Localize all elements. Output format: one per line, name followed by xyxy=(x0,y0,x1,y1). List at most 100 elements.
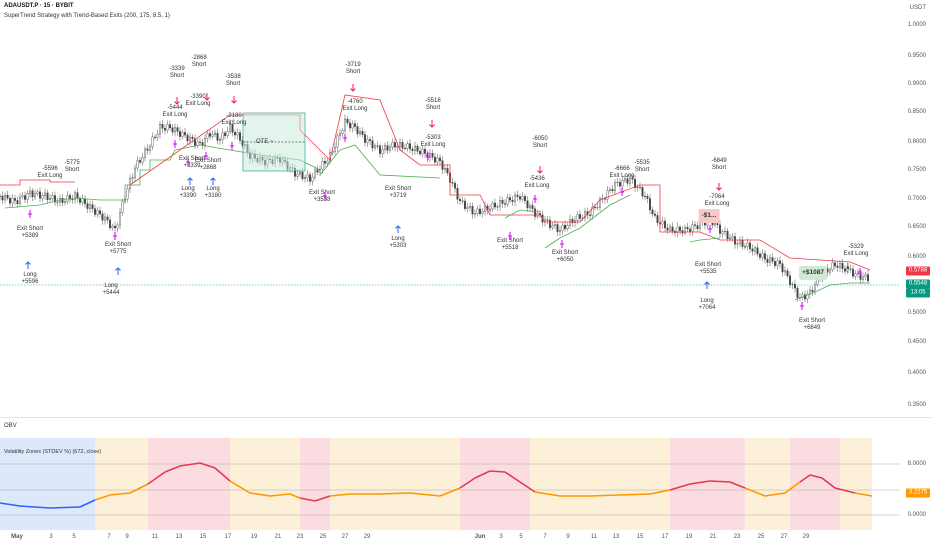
strategy-title[interactable]: SuperTrend Strategy with Trend-Based Exi… xyxy=(4,13,170,19)
trade-label: Exit Short +3719 xyxy=(384,186,412,199)
short-arrow-icon xyxy=(350,84,356,92)
trade-label: -5535 Short xyxy=(634,160,650,173)
time-tick: 29 xyxy=(802,534,810,540)
time-tick: 25 xyxy=(757,534,765,540)
exit-marker-icon xyxy=(426,152,430,160)
time-tick: 17 xyxy=(661,534,669,540)
price-tick: 0.9000 xyxy=(907,81,926,87)
symbol-title[interactable]: ADAUSDT.P · 15 · BYBIT xyxy=(4,3,74,9)
trade-label: Long +5444 xyxy=(102,283,120,296)
short-arrow-icon xyxy=(537,166,543,174)
time-tick: 9 xyxy=(566,534,570,540)
long-arrow-icon xyxy=(704,281,710,289)
time-tick: May xyxy=(11,534,23,540)
price-tick: 0.6500 xyxy=(907,224,926,230)
exit-marker-icon xyxy=(343,134,347,142)
time-tick: 13 xyxy=(175,534,183,540)
trade-label: Long +7064 xyxy=(698,298,716,311)
time-tick: 15 xyxy=(636,534,644,540)
time-tick: 15 xyxy=(199,534,207,540)
trade-label: -2868 Short xyxy=(191,55,207,68)
exit-marker-icon xyxy=(230,142,234,150)
time-tick: 7 xyxy=(543,534,547,540)
time-tick: 23 xyxy=(733,534,741,540)
exit-marker-icon xyxy=(113,232,117,240)
trade-label: -5329 Exit Long xyxy=(843,244,869,257)
trade-label: -6849 Short xyxy=(711,158,727,171)
exit-marker-icon xyxy=(560,240,564,248)
trade-label: -3390 Exit Long xyxy=(185,94,211,107)
trade-label: -6666 Exit Long xyxy=(609,166,635,179)
price-tick: 0.3500 xyxy=(907,402,926,408)
price-tag-green: 0.5548 xyxy=(906,279,930,289)
trade-label: -5436 Exit Long xyxy=(524,176,550,189)
trade-label: Exit Short +5535 xyxy=(694,262,722,275)
price-tick: 1.0000 xyxy=(907,22,926,28)
trade-label: -3339 Short xyxy=(169,66,185,79)
time-tick: 25 xyxy=(319,534,327,540)
time-tick: 5 xyxy=(72,534,76,540)
profit-badge: +$1087 xyxy=(799,266,827,280)
indicator-value-tag: 3.2275 xyxy=(906,488,930,498)
exit-marker-icon xyxy=(858,268,862,276)
trade-label: Long +3180 xyxy=(204,186,222,199)
obv-label[interactable]: OBV xyxy=(4,423,17,429)
trade-label: Long +5596 xyxy=(21,272,39,285)
price-tick: 0.9500 xyxy=(907,53,926,59)
trade-label: -3538 Short xyxy=(225,74,241,87)
price-tick: 0.8000 xyxy=(907,139,926,145)
loss-badge: -$1... xyxy=(698,209,720,223)
trade-label: -5303 Exit Long xyxy=(420,135,446,148)
exit-marker-icon xyxy=(620,188,624,196)
pane-divider[interactable] xyxy=(0,417,932,418)
trade-label: Exit Short +5389 xyxy=(16,226,44,239)
exit-marker-icon xyxy=(186,158,190,166)
long-arrow-icon xyxy=(25,261,31,269)
exit-marker-icon xyxy=(708,225,712,233)
time-tick: 17 xyxy=(224,534,232,540)
currency-label: USDT xyxy=(909,5,926,11)
long-arrow-icon xyxy=(210,177,216,185)
price-chart[interactable] xyxy=(0,0,900,420)
trade-label: -3180 Exit Long xyxy=(221,113,247,126)
time-tick: 11 xyxy=(590,534,598,540)
exit-marker-icon xyxy=(204,152,208,160)
volatility-chart[interactable] xyxy=(0,438,900,530)
time-tick: 3 xyxy=(49,534,53,540)
trade-label: -7064 Exit Long xyxy=(704,194,730,207)
trade-label: -4760 Exit Long xyxy=(342,99,368,112)
short-arrow-icon xyxy=(429,120,435,128)
trade-label: Exit Short +3538 xyxy=(308,190,336,203)
exit-marker-icon xyxy=(173,140,177,148)
short-arrow-icon xyxy=(174,97,180,105)
long-arrow-icon xyxy=(115,267,121,275)
trade-label: Exit Short +2868 xyxy=(194,158,222,171)
trade-label: -3719 Short xyxy=(345,62,361,75)
exit-marker-icon xyxy=(800,302,804,310)
exit-marker-icon xyxy=(28,210,32,218)
indicator-tick-low: 0.0000 xyxy=(907,512,926,518)
time-tick: 19 xyxy=(685,534,693,540)
indicator-tick-high: 8.0000 xyxy=(907,461,926,467)
trade-label: -5518 Short xyxy=(425,98,441,111)
time-tick: 27 xyxy=(341,534,349,540)
exit-marker-icon xyxy=(533,195,537,203)
long-arrow-icon xyxy=(187,177,193,185)
time-tick: 7 xyxy=(107,534,111,540)
volatility-label[interactable]: Volatility Zones (STDEV %) (672, close) xyxy=(4,449,102,455)
time-tick: 21 xyxy=(274,534,282,540)
price-tag-red: 0.5788 xyxy=(906,266,930,276)
trade-label: -5775 Short xyxy=(64,160,80,173)
trade-label: Exit Short +5518 xyxy=(496,238,524,251)
time-tick: 19 xyxy=(250,534,258,540)
time-tick: 23 xyxy=(296,534,304,540)
short-arrow-icon xyxy=(231,96,237,104)
time-tick: 9 xyxy=(125,534,129,540)
short-arrow-icon xyxy=(204,93,210,101)
trade-label: Exit Short +6050 xyxy=(551,250,579,263)
trade-label: Long +3390 xyxy=(179,186,197,199)
time-tick: 11 xyxy=(151,534,159,540)
time-tick: Jun xyxy=(474,534,486,540)
ote-label: OTE ~ xyxy=(256,139,274,145)
time-tick: 3 xyxy=(499,534,503,540)
